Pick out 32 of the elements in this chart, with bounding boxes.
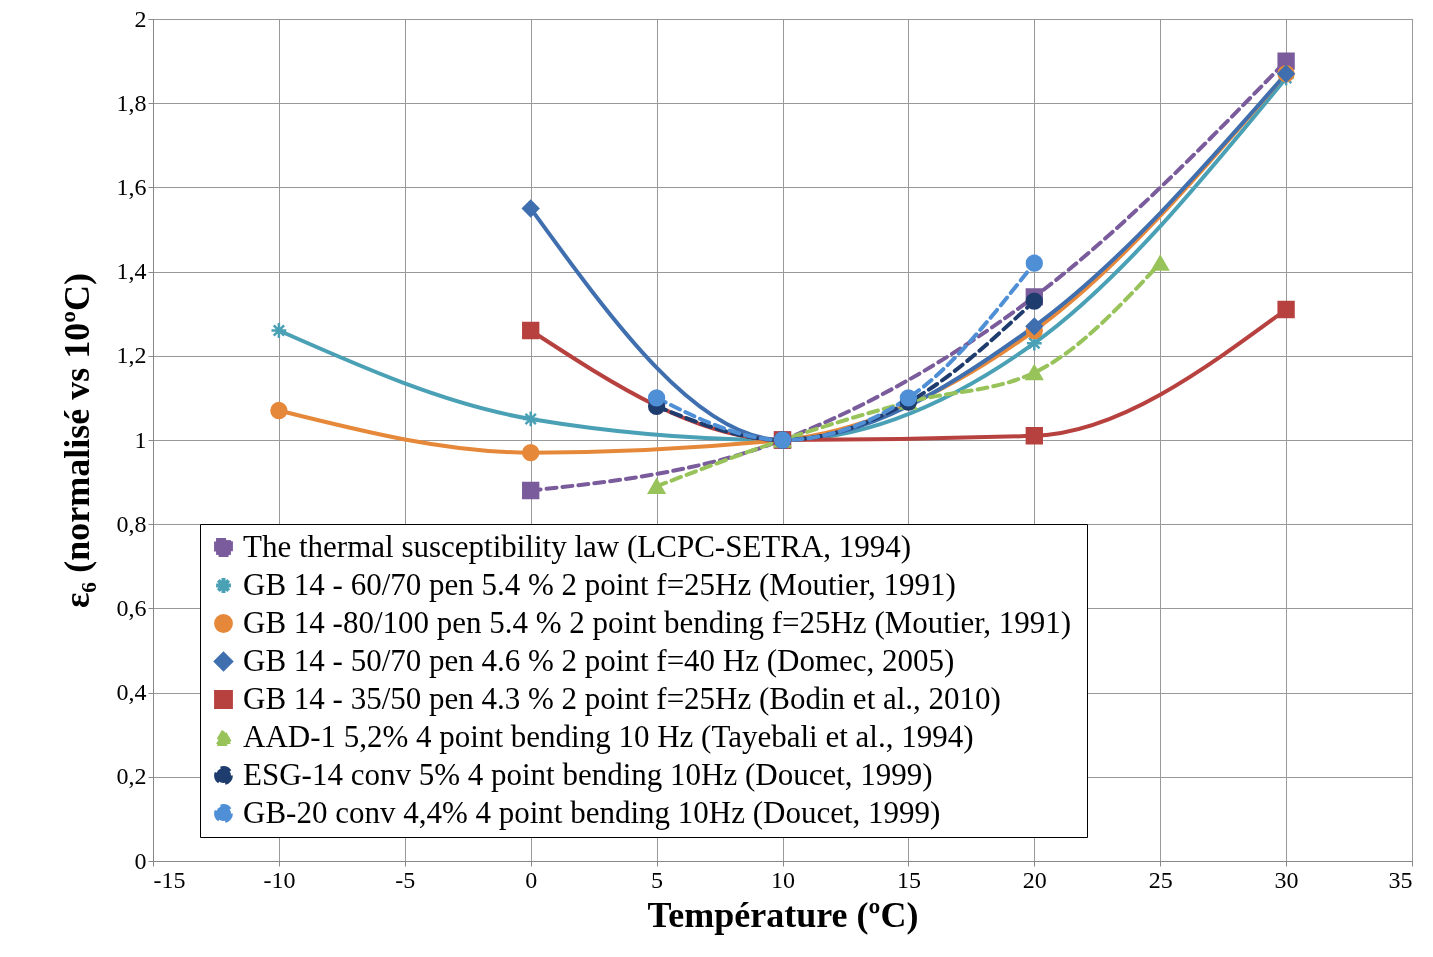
y-tick-label: 0,8 bbox=[116, 510, 147, 537]
legend-label: GB 14 -80/100 pen 5.4 % 2 point bending f=25Hz (Moutier, 1991) bbox=[243, 604, 1072, 640]
x-tick-label: 35 bbox=[1388, 866, 1413, 893]
legend-label: ESG-14 conv 5% 4 point bending 10Hz (Doucet, 1999) bbox=[243, 756, 933, 792]
legend-label: GB 14 - 60/70 pen 5.4 % 2 point f=25Hz (Moutier, 1991) bbox=[243, 566, 956, 602]
x-tick-label: -10 bbox=[263, 866, 296, 893]
y-tick-label: 1,6 bbox=[116, 173, 147, 200]
legend-label: AAD-1 5,2% 4 point bending 10 Hz (Tayebali et al., 1994) bbox=[243, 718, 974, 754]
x-axis-title: Température (ºC) bbox=[647, 894, 919, 935]
x-tick-label: 0 bbox=[525, 866, 538, 893]
legend-label: The thermal susceptibility law (LCPC-SETRA, 1994) bbox=[243, 528, 912, 564]
x-tick-label: -15 bbox=[153, 866, 186, 893]
y-tick-label: 0,4 bbox=[116, 679, 147, 706]
y-tick-label: 1,4 bbox=[116, 258, 147, 285]
y-tick-label: 0,2 bbox=[116, 763, 147, 790]
y-tick-label: 1,8 bbox=[116, 89, 147, 116]
x-tick-label: 30 bbox=[1274, 866, 1299, 893]
y-tick-label: 0 bbox=[134, 847, 147, 874]
x-tick-label: 10 bbox=[771, 866, 795, 893]
y-tick-label: 2 bbox=[134, 5, 147, 32]
legend-label: GB 14 - 35/50 pen 4.3 % 2 point f=25Hz (Bodin et al., 2010) bbox=[243, 680, 1001, 716]
x-tick-label: -5 bbox=[395, 866, 416, 893]
legend-label: GB-20 conv 4,4% 4 point bending 10Hz (Doucet, 1999) bbox=[243, 794, 941, 830]
y-tick-label: 0,6 bbox=[116, 594, 147, 621]
x-tick-label: 5 bbox=[651, 866, 664, 893]
x-tick-label: 20 bbox=[1022, 866, 1047, 893]
legend-label: GB 14 - 50/70 pen 4.6 % 2 point f=40 Hz (Domec, 2005) bbox=[243, 642, 955, 678]
y-axis-title: ε₆ (normalisé vs 10ºC) bbox=[56, 272, 97, 609]
y-tick-label: 1 bbox=[134, 426, 147, 453]
x-tick-label: 25 bbox=[1148, 866, 1173, 893]
y-tick-label: 1,2 bbox=[116, 342, 147, 369]
x-tick-label: 15 bbox=[896, 866, 921, 893]
